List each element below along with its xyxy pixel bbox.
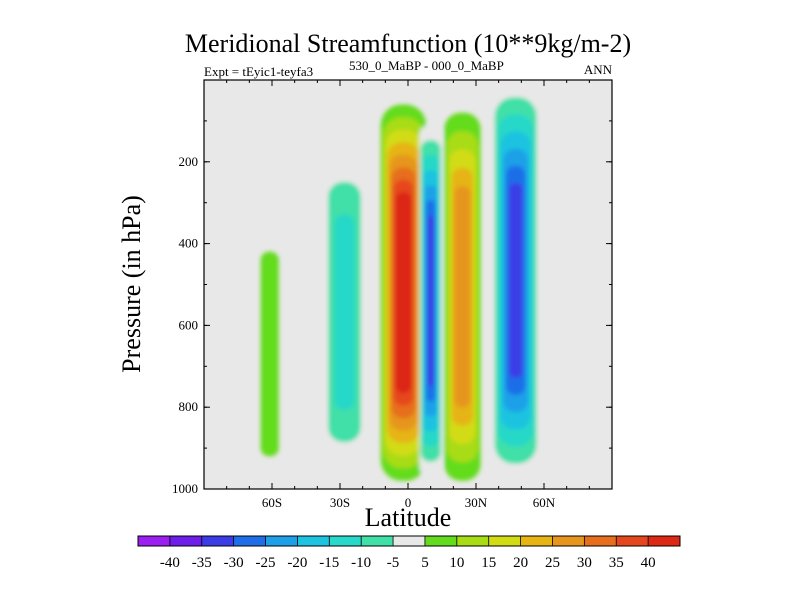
x-tick-label: 30N bbox=[465, 495, 488, 510]
colorbar-swatch bbox=[297, 536, 330, 546]
colorbar-swatch bbox=[393, 536, 426, 546]
midlatitude-north-negative-cell bbox=[491, 80, 540, 481]
equatorial-positive-cell bbox=[380, 104, 427, 481]
colorbar-swatch bbox=[552, 536, 585, 546]
x-tick-label: 60S bbox=[262, 495, 282, 510]
x-tick-label: 30S bbox=[330, 495, 350, 510]
colorbar-label: 15 bbox=[481, 555, 496, 571]
y-tick-label: 200 bbox=[179, 154, 199, 169]
y-axis-label: Pressure (in hPa) bbox=[117, 195, 146, 373]
northern-negative-cell-level bbox=[427, 215, 434, 387]
colorbar-label: -10 bbox=[351, 555, 371, 571]
southern-negative-cell-level bbox=[334, 214, 355, 410]
colorbar-label: 30 bbox=[577, 555, 592, 571]
colorbar-label: -20 bbox=[287, 555, 307, 571]
northern-negative-cell bbox=[419, 125, 442, 477]
chart-title: Meridional Streamfunction (10**9kg/m-2) bbox=[185, 29, 631, 58]
colorbar-label: 10 bbox=[449, 555, 464, 571]
y-tick-label: 1000 bbox=[172, 481, 198, 496]
colorbar-swatch bbox=[265, 536, 298, 546]
plot-area bbox=[204, 80, 612, 489]
y-tick-label: 800 bbox=[179, 399, 199, 414]
y-tick-label: 400 bbox=[179, 236, 199, 251]
colorbar-swatch bbox=[488, 536, 521, 546]
colorbar-swatch bbox=[233, 536, 266, 546]
x-tick-label: 60N bbox=[533, 495, 556, 510]
season-label: ANN bbox=[584, 62, 613, 77]
colorbar-swatch bbox=[520, 536, 553, 546]
colorbar-label: -40 bbox=[160, 555, 180, 571]
colorbar-label: -25 bbox=[256, 555, 276, 571]
colorbar-label: 20 bbox=[513, 555, 528, 571]
colorbar-swatch bbox=[138, 536, 171, 546]
colorbar-swatch bbox=[424, 536, 458, 546]
colorbar-swatch bbox=[361, 536, 394, 546]
colorbar-swatch bbox=[616, 536, 649, 546]
x-tick-label: 0 bbox=[405, 495, 412, 510]
colorbar-label: -5 bbox=[387, 555, 400, 571]
colorbar-swatch bbox=[201, 536, 234, 546]
colorbar-label: -35 bbox=[192, 555, 212, 571]
colorbar-label: -15 bbox=[319, 555, 339, 571]
northern-positive-cell-level bbox=[457, 204, 468, 389]
colorbar-swatch bbox=[329, 536, 362, 546]
y-tick-label: 600 bbox=[179, 317, 199, 332]
colorbar: -40 -35 -30 -25 -20 -15 -10 -5 5 10 15 20 25 30 35 40 bbox=[137, 535, 681, 571]
colorbar-label: 25 bbox=[545, 555, 560, 571]
colorbar-label: 40 bbox=[641, 555, 656, 571]
southern-positive-cell bbox=[260, 251, 279, 457]
colorbar-swatch bbox=[584, 536, 617, 546]
equatorial-positive-cell-level bbox=[397, 204, 410, 381]
southern-positive-cell-level bbox=[264, 282, 275, 426]
colorbar-frame bbox=[137, 535, 681, 547]
colorbar-label: 5 bbox=[421, 555, 429, 571]
x-axis-label: Latitude bbox=[365, 503, 452, 532]
experiment-label: Expt = tEyic1-teyfa3 bbox=[204, 64, 313, 79]
period-label: 530_0_MaBP - 000_0_MaBP bbox=[349, 58, 504, 73]
colorbar-swatch bbox=[169, 536, 203, 546]
midlatitude-north-negative-cell-level bbox=[509, 183, 523, 378]
colorbar-label: 35 bbox=[609, 555, 624, 571]
southern-negative-cell bbox=[321, 149, 368, 475]
colorbar-label: -30 bbox=[224, 555, 244, 571]
colorbar-swatch bbox=[648, 536, 681, 546]
northern-positive-cell bbox=[444, 112, 481, 481]
colorbar-swatch bbox=[456, 536, 489, 546]
